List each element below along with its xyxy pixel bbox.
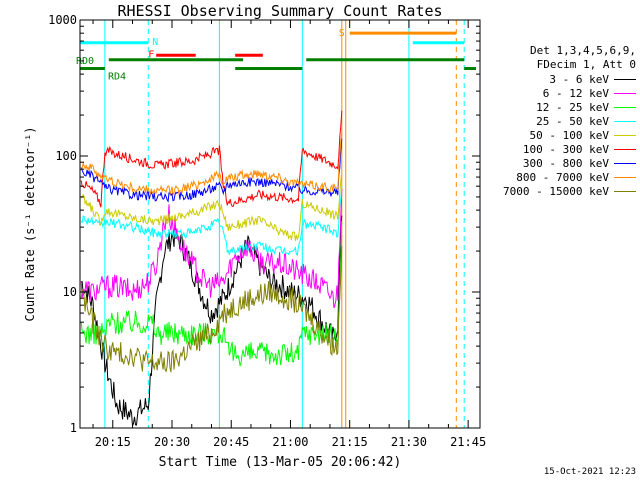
x-tick-label: 21:30 <box>391 435 427 449</box>
legend-swatch <box>614 162 636 164</box>
legend-label: 300 - 800 keV <box>522 156 609 170</box>
state-label-s: S <box>339 28 345 39</box>
legend-label: 7000 - 15000 keV <box>503 184 609 198</box>
x-tick-label: 20:15 <box>95 435 131 449</box>
state-label-rd0: RD0 <box>76 56 94 67</box>
legend-label: 100 - 300 keV <box>522 142 609 156</box>
state-label-rd4: RD4 <box>108 71 126 82</box>
legend-label: 800 - 7000 keV <box>516 170 609 184</box>
y-tick-label: 10 <box>63 285 77 299</box>
legend-item: 50 - 100 keV <box>486 128 636 142</box>
legend-label: 6 - 12 keV <box>542 86 609 100</box>
legend-item: 7000 - 15000 keV <box>486 184 636 198</box>
series-line-8 <box>80 246 343 373</box>
series-line-4 <box>80 171 343 241</box>
legend-swatch <box>614 176 636 178</box>
legend-label: 25 - 50 keV <box>536 114 609 128</box>
x-tick-label: 21:15 <box>332 435 368 449</box>
x-tick-label: 20:45 <box>213 435 249 449</box>
legend-item: 100 - 300 keV <box>486 142 636 156</box>
legend-label: 12 - 25 keV <box>536 100 609 114</box>
x-tick-label: 21:45 <box>450 435 486 449</box>
legend-item: 3 - 6 keV <box>486 72 636 86</box>
legend-header-2: FDecim 1, Att 0 <box>536 58 636 71</box>
legend-item: 300 - 800 keV <box>486 156 636 170</box>
plot-frame <box>79 19 481 429</box>
timestamp: 15-Oct-2021 12:23 <box>543 467 636 477</box>
legend-label: 50 - 100 keV <box>529 128 609 142</box>
y-tick-label: 100 <box>55 149 77 163</box>
series-line-1 <box>80 188 343 309</box>
y-tick-label: 1000 <box>48 13 77 27</box>
legend-swatch <box>614 78 636 80</box>
x-tick-label: 21:00 <box>272 435 308 449</box>
legend-label: 3 - 6 keV <box>549 72 609 86</box>
legend-swatch <box>614 106 636 108</box>
legend-header-1: Det 1,3,4,5,6,9, <box>530 44 636 57</box>
state-label-f: F <box>148 49 154 60</box>
legend-item: 12 - 25 keV <box>486 100 636 114</box>
series-line-2 <box>80 221 343 367</box>
state-label-n: N <box>152 37 158 48</box>
legend-item: 25 - 50 keV <box>486 114 636 128</box>
legend-swatch <box>614 190 636 192</box>
legend-item: 800 - 7000 keV <box>486 170 636 184</box>
series-line-3 <box>80 186 343 256</box>
legend-swatch <box>614 92 636 94</box>
x-axis-label: Start Time (13-Mar-05 20:06:42) <box>158 455 402 470</box>
legend-swatch <box>614 120 636 122</box>
legend-swatch <box>614 148 636 150</box>
legend-swatch <box>614 134 636 136</box>
legend-item: 6 - 12 keV <box>486 86 636 100</box>
chart-title: RHESSI Observing Summary Count Rates <box>117 2 443 20</box>
series-line-5 <box>80 110 343 208</box>
series-line-7 <box>81 132 343 196</box>
series-line-0 <box>81 215 343 427</box>
x-tick-label: 20:30 <box>154 435 190 449</box>
y-tick-label: 1 <box>70 421 77 435</box>
y-axis-label: Count Rate (s⁻¹ detector⁻¹) <box>23 126 37 321</box>
legend: Det 1,3,4,5,6,9, FDecim 1, Att 0 3 - 6 k… <box>486 44 636 198</box>
